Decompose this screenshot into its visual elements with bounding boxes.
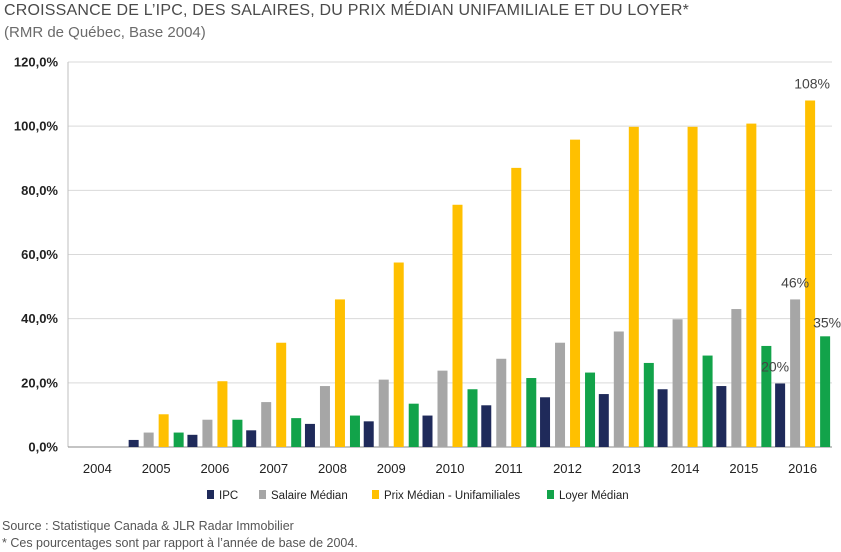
bar	[613, 331, 624, 447]
bar	[349, 415, 360, 447]
bar	[173, 432, 184, 447]
x-tick-label: 2009	[377, 461, 406, 476]
x-tick-label: 2011	[495, 461, 523, 476]
y-tick-label: 120,0%	[14, 55, 59, 70]
bar	[202, 419, 213, 447]
bar	[775, 383, 786, 447]
bar	[481, 405, 492, 447]
bar	[628, 126, 639, 447]
chart-title: CROISSANCE DE L’IPC, DES SALAIRES, DU PR…	[4, 2, 690, 19]
data-label: 46%	[781, 274, 809, 290]
x-tick-label: 2004	[83, 461, 112, 476]
bar	[143, 432, 154, 447]
bar	[422, 415, 433, 447]
bar	[334, 299, 345, 447]
x-tick-label: 2014	[671, 461, 700, 476]
bar	[672, 319, 683, 447]
x-tick-label: 2015	[729, 461, 758, 476]
bar	[511, 167, 522, 447]
bar	[526, 378, 537, 447]
bar	[158, 414, 169, 447]
y-tick-label: 20,0%	[21, 375, 58, 390]
bar	[746, 123, 757, 447]
x-tick-label: 2016	[788, 461, 817, 476]
y-tick-label: 80,0%	[21, 183, 58, 198]
x-tick-label: 2010	[436, 461, 465, 476]
legend-swatch	[547, 490, 554, 499]
chart-subtitle: (RMR de Québec, Base 2004)	[4, 24, 206, 41]
bar	[452, 204, 463, 447]
bar	[716, 386, 727, 447]
data-label: 35%	[813, 314, 841, 330]
bar	[657, 389, 668, 447]
footnote: * Ces pourcentages sont par rapport à l’…	[2, 536, 358, 550]
x-tick-label: 2005	[142, 461, 171, 476]
bar	[761, 345, 772, 447]
bar	[467, 389, 478, 447]
legend-label: IPC	[219, 490, 238, 502]
bar	[393, 262, 404, 447]
legend-label: Prix Médian - Unifamiliales	[384, 490, 520, 502]
data-label: 20%	[761, 358, 789, 374]
data-label: 108%	[794, 76, 830, 92]
bar	[496, 358, 507, 447]
legend-swatch	[259, 490, 266, 499]
legend-label: Salaire Médian	[271, 490, 348, 502]
x-tick-label: 2012	[553, 461, 582, 476]
bar	[261, 402, 272, 447]
bar	[540, 397, 551, 447]
y-tick-label: 40,0%	[21, 311, 58, 326]
bar	[187, 434, 198, 447]
bar	[585, 372, 596, 447]
bar	[128, 439, 139, 447]
x-tick-label: 2007	[259, 461, 288, 476]
x-tick-label: 2006	[200, 461, 229, 476]
bar	[598, 394, 609, 447]
bar	[805, 100, 816, 447]
bar	[570, 139, 581, 447]
x-tick-label: 2013	[612, 461, 641, 476]
bar	[820, 336, 831, 447]
bar	[555, 342, 566, 447]
bar	[408, 403, 419, 447]
bar	[276, 342, 287, 447]
bar	[232, 419, 243, 447]
bar	[291, 418, 302, 447]
bar	[319, 386, 330, 447]
bar	[363, 421, 374, 447]
legend-swatch	[207, 490, 214, 499]
bar	[217, 381, 228, 447]
legend-label: Loyer Médian	[559, 490, 629, 502]
bar	[687, 126, 698, 447]
bar	[378, 379, 389, 447]
bar	[437, 370, 448, 447]
y-tick-label: 100,0%	[14, 119, 59, 134]
bar	[643, 362, 654, 447]
bar	[304, 423, 315, 447]
y-tick-label: 60,0%	[21, 247, 58, 262]
bar	[702, 355, 713, 447]
bar	[731, 309, 742, 447]
y-tick-label: 0,0%	[28, 440, 58, 455]
x-tick-label: 2008	[318, 461, 347, 476]
bar	[790, 299, 801, 447]
bar	[246, 430, 257, 447]
legend-swatch	[372, 490, 379, 499]
source-note: Source : Statistique Canada & JLR Radar …	[2, 519, 294, 533]
